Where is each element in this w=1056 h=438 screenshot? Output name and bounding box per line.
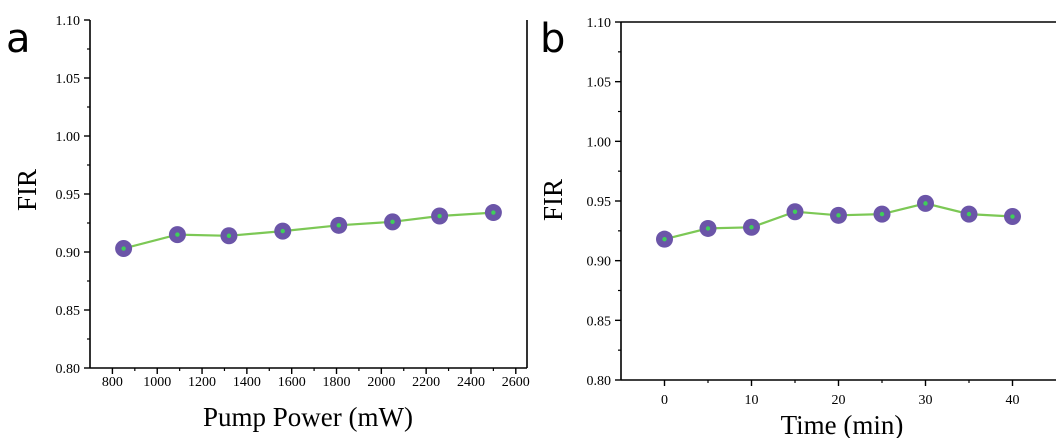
panel-b-y-axis-label: FIR xyxy=(538,179,568,221)
panel-a-y-ticks: 0.80 0.85 0.90 0.95 1.00 1.05 1.10 xyxy=(56,14,90,377)
data-point-center xyxy=(705,226,711,231)
x-tick-label: 1000 xyxy=(143,375,171,390)
panel-a-plot-area xyxy=(115,204,502,258)
y-tick-label: 0.80 xyxy=(56,362,81,377)
data-point-center xyxy=(1010,214,1015,219)
y-tick-label: 1.10 xyxy=(56,14,81,29)
y-tick-label: 1.00 xyxy=(587,135,612,150)
x-tick-label: 2000 xyxy=(367,375,395,390)
data-point-center xyxy=(836,213,841,218)
data-point-center xyxy=(662,236,667,242)
panel-b-letter: b xyxy=(540,16,565,62)
x-tick-label: 40 xyxy=(1006,393,1020,408)
panel-b: b 0.80 0.85 0.90 0.95 1.00 1.05 1.10 0 10 20 30 40… xyxy=(538,16,1056,438)
y-tick-label: 1.10 xyxy=(587,16,612,31)
y-tick-label: 0.80 xyxy=(587,374,612,389)
y-tick-label: 1.00 xyxy=(56,130,81,145)
panel-b-x-ticks: 0 10 20 30 40 xyxy=(661,380,1020,408)
panel-b-x-axis-label: Time (min) xyxy=(781,410,904,438)
x-tick-label: 800 xyxy=(102,375,123,390)
data-point-center xyxy=(390,219,395,225)
data-point-center xyxy=(121,246,126,251)
x-tick-label: 30 xyxy=(919,393,933,408)
x-tick-label: 0 xyxy=(661,393,668,408)
data-point-center xyxy=(749,225,754,230)
panel-b-y-ticks: 0.80 0.85 0.90 0.95 1.00 1.05 1.10 xyxy=(587,16,621,389)
data-point-center xyxy=(792,209,798,214)
data-point-center xyxy=(923,201,928,206)
data-point-center xyxy=(437,213,442,219)
panel-b-plot-area xyxy=(656,194,1021,248)
data-point-center xyxy=(336,223,341,228)
x-tick-label: 1800 xyxy=(323,375,351,390)
y-tick-label: 1.05 xyxy=(56,72,81,87)
data-point-center xyxy=(280,228,285,234)
y-tick-label: 1.05 xyxy=(587,76,612,91)
y-tick-label: 0.85 xyxy=(56,304,81,319)
data-point-center xyxy=(879,211,885,217)
panel-a-x-ticks: 800 1000 1200 1400 1600 1800 2000 2200 2400 2600 xyxy=(102,368,530,390)
panel-a-y-axis-label: FIR xyxy=(12,169,42,211)
panel-a: a 0.80 0.85 0.90 0.95 1.00 1.05 1.10 800 1000 12… xyxy=(6,14,530,432)
x-tick-label: 2200 xyxy=(412,375,440,390)
x-tick-label: 20 xyxy=(832,393,846,408)
x-tick-label: 1400 xyxy=(233,375,261,390)
y-tick-label: 0.95 xyxy=(56,188,81,203)
y-tick-label: 0.90 xyxy=(56,246,81,261)
x-tick-label: 1600 xyxy=(278,375,306,390)
panel-a-letter: a xyxy=(6,16,31,62)
data-point-center xyxy=(966,211,972,217)
y-tick-label: 0.90 xyxy=(587,255,612,270)
data-point-center xyxy=(175,232,180,237)
x-tick-label: 2400 xyxy=(457,375,485,390)
data-point-center xyxy=(491,210,496,215)
x-tick-label: 2600 xyxy=(502,375,530,390)
y-tick-label: 0.95 xyxy=(587,195,612,210)
data-point-center xyxy=(226,233,232,238)
panel-a-x-axis-label: Pump Power (mW) xyxy=(203,402,413,432)
x-tick-label: 1200 xyxy=(188,375,216,390)
x-tick-label: 10 xyxy=(745,393,759,408)
y-tick-label: 0.85 xyxy=(587,314,612,329)
